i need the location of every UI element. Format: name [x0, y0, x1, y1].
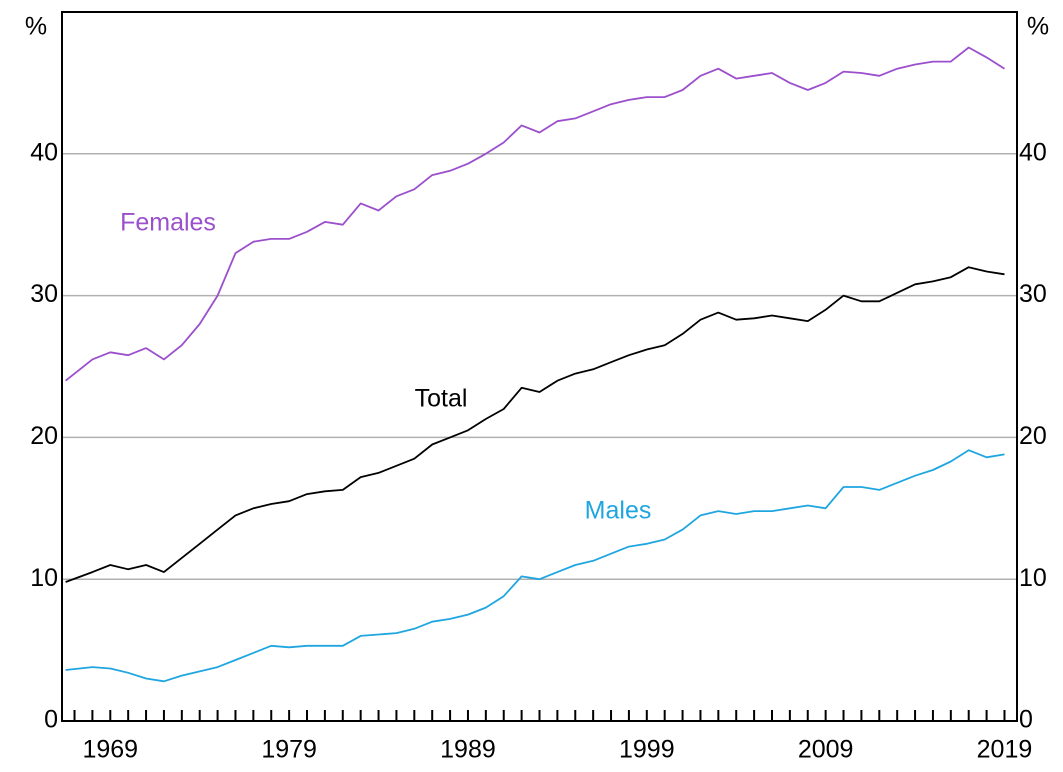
series-line: [65, 266, 1005, 583]
series-label: Total: [415, 385, 468, 413]
series-label: Females: [120, 209, 216, 237]
plot-frame: [61, 11, 1018, 722]
y-tick-label: 30: [30, 280, 58, 308]
y-tick-label: 20: [30, 422, 58, 450]
x-tick-label: 2009: [798, 736, 854, 764]
x-tick-label: 1969: [82, 736, 138, 764]
x-tick-label: 2019: [977, 736, 1033, 764]
y2-tick-label: 10: [1019, 564, 1047, 592]
x-tick-label: 1999: [619, 736, 675, 764]
y-unit: %: [25, 13, 47, 41]
y2-tick-label: 0: [1019, 706, 1033, 734]
y-tick-label: 10: [30, 564, 58, 592]
x-tick-label: 1979: [261, 736, 317, 764]
series-label: Males: [585, 497, 652, 525]
x-tick-label: 1989: [440, 736, 496, 764]
y-tick-label: 40: [30, 138, 58, 166]
y2-tick-label: 30: [1019, 280, 1047, 308]
y2-tick-label: 20: [1019, 422, 1047, 450]
series-line: [65, 449, 1005, 683]
series-line: [65, 46, 1005, 382]
y2-unit: %: [1027, 13, 1049, 41]
y2-tick-label: 40: [1019, 138, 1047, 166]
y-tick-label: 0: [44, 706, 58, 734]
